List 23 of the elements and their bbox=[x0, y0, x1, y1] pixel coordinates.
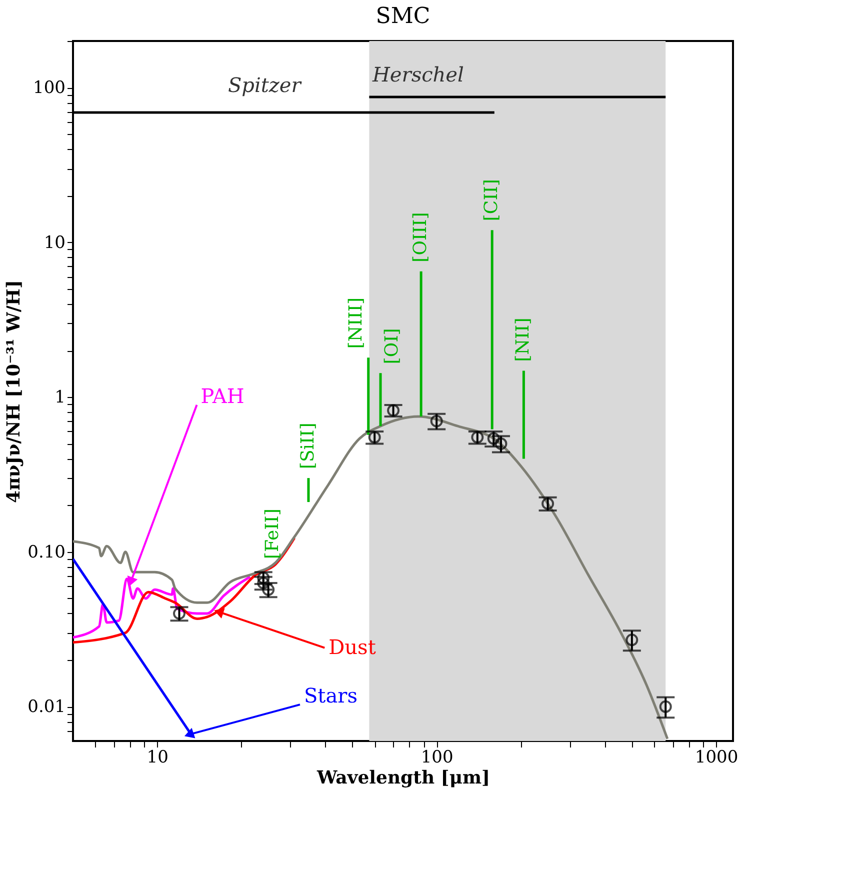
x-tick-label: 1000 bbox=[694, 748, 738, 768]
y-tick-label: 0.01 bbox=[28, 697, 66, 718]
y-axis-title: 4πνJν/NH [10⁻³¹ W/H] bbox=[4, 280, 25, 503]
x-axis-title: Wavelength [μm] bbox=[316, 768, 490, 788]
annotation: Dust bbox=[328, 634, 376, 659]
text: [OIII] bbox=[410, 212, 432, 262]
y-tick-label: 1 bbox=[54, 388, 66, 408]
annotation: PAH bbox=[200, 384, 244, 408]
x-tick-label: 10 bbox=[146, 748, 168, 768]
y-tick-label: 10 bbox=[44, 232, 66, 253]
text: [NIII] bbox=[345, 297, 366, 349]
y-tick-label: 100 bbox=[33, 78, 66, 98]
x-tick-label: 100 bbox=[420, 748, 454, 768]
annotation: Stars bbox=[304, 684, 358, 708]
chart-title: SMC bbox=[376, 4, 430, 29]
annotation: Herschel bbox=[371, 62, 464, 86]
annotation: [FeII] bbox=[262, 508, 283, 559]
annotation: Spitzer bbox=[228, 72, 302, 97]
text: [NII] bbox=[512, 318, 534, 362]
text: [SiII] bbox=[297, 422, 318, 470]
y-tick-label: 0.10 bbox=[28, 542, 66, 562]
text: [OI] bbox=[382, 328, 403, 364]
text: [CII] bbox=[481, 179, 502, 222]
